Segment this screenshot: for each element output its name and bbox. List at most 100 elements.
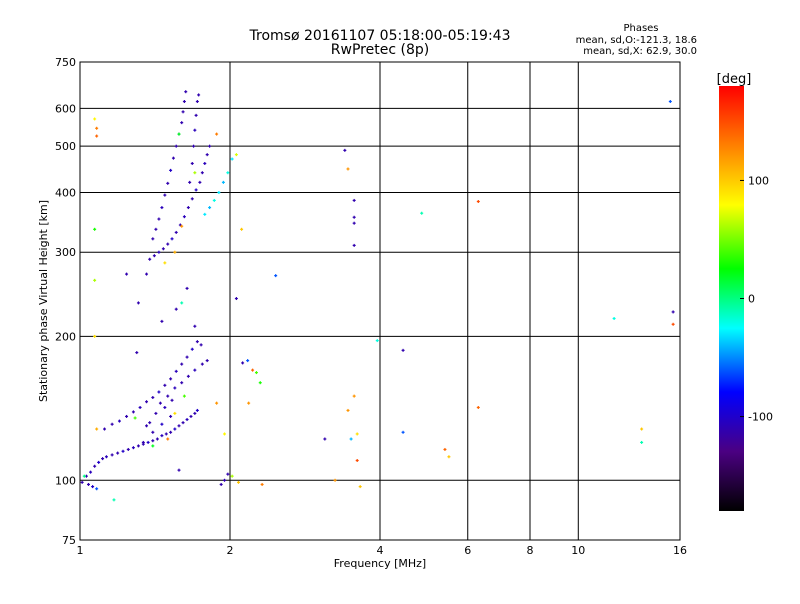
data-point (170, 398, 174, 402)
plot-frame (79, 61, 681, 541)
x-tick-label: 4 (377, 544, 384, 557)
data-point (116, 451, 120, 455)
data-point (154, 227, 158, 231)
data-point (151, 439, 155, 443)
data-point (274, 274, 278, 278)
data-point (95, 134, 99, 138)
data-point (192, 144, 196, 148)
data-point (104, 455, 108, 459)
data-point (146, 440, 150, 444)
data-point (226, 472, 230, 476)
data-point (443, 447, 447, 451)
data-point (212, 198, 216, 202)
data-point (145, 272, 149, 276)
data-point (160, 206, 164, 210)
data-point (349, 437, 353, 441)
data-point (352, 221, 356, 225)
data-point (186, 374, 190, 378)
chart-title: Tromsø 20161107 05:18:00-05:19:43 (249, 28, 511, 44)
data-point (182, 100, 186, 104)
data-point (323, 437, 327, 441)
data-point (131, 446, 135, 450)
x-tick-label: 8 (527, 544, 534, 557)
data-point (163, 193, 167, 197)
data-point (240, 227, 244, 231)
data-point (358, 485, 362, 489)
data-point (352, 243, 356, 247)
data-point (133, 416, 137, 420)
y-axis-ticks: 75 100 200 300 400 500 600 750 (55, 56, 76, 547)
data-point (447, 455, 451, 459)
data-point (352, 215, 356, 219)
data-point (230, 474, 234, 478)
data-point (186, 206, 190, 210)
data-point (190, 161, 194, 165)
data-point (352, 394, 356, 398)
data-point (254, 371, 258, 375)
data-point (93, 334, 97, 338)
data-point (198, 180, 202, 184)
data-point (671, 310, 675, 314)
data-point (169, 377, 173, 381)
data-point (177, 424, 181, 428)
data-point (190, 347, 194, 351)
data-point (117, 419, 121, 423)
data-point (203, 212, 207, 216)
data-point (181, 421, 185, 425)
data-point (155, 437, 159, 441)
colorbar-tick-label: 100 (748, 174, 769, 187)
data-point (236, 480, 240, 484)
data-point (355, 458, 359, 462)
data-point (180, 121, 184, 125)
data-point (251, 368, 255, 372)
y-tick-label: 300 (55, 246, 76, 259)
y-tick-label: 600 (55, 102, 76, 115)
x-axis-label: Frequency [MHz] (334, 557, 426, 570)
data-point (333, 478, 337, 482)
data-point (173, 427, 177, 431)
data-point (173, 386, 177, 390)
data-point (164, 432, 168, 436)
data-point (182, 394, 186, 398)
x-tick-label: 10 (571, 544, 585, 557)
data-point (193, 324, 197, 328)
colorbar-label: [deg] (717, 72, 752, 87)
data-point (110, 453, 114, 457)
data-point (135, 351, 139, 355)
data-point (195, 340, 199, 344)
y-tick-label: 500 (55, 140, 76, 153)
data-point (97, 460, 101, 464)
x-tick-label: 16 (673, 544, 687, 557)
data-point (169, 168, 173, 172)
data-point (101, 457, 105, 461)
y-tick-label: 75 (62, 534, 76, 547)
data-point (241, 361, 245, 365)
y-tick-label: 400 (55, 186, 76, 199)
stats-x-mode: mean, sd,X: 62.9, 30.0 (583, 46, 697, 57)
data-point (200, 171, 204, 175)
data-point (145, 400, 149, 404)
plot-grid (80, 62, 680, 540)
y-tick-label: 200 (55, 330, 76, 343)
data-point (169, 414, 173, 418)
data-point (157, 390, 161, 394)
data-point (169, 430, 173, 434)
data-point (193, 368, 197, 372)
data-point (208, 206, 212, 210)
data-point (138, 405, 142, 409)
data-point (126, 447, 130, 451)
data-point (205, 359, 209, 363)
data-point (93, 227, 97, 231)
data-point (234, 153, 238, 157)
data-point (199, 343, 203, 347)
data-point (401, 348, 405, 352)
data-point (476, 405, 480, 409)
data-point (355, 432, 359, 436)
data-point (174, 230, 178, 234)
colorbar-ticks: 100 0 -100 (740, 174, 773, 424)
colorbar-tick-label: -100 (748, 411, 773, 424)
data-point (343, 148, 347, 152)
x-tick-label: 6 (464, 544, 471, 557)
data-point (184, 90, 188, 94)
data-point (161, 247, 165, 251)
